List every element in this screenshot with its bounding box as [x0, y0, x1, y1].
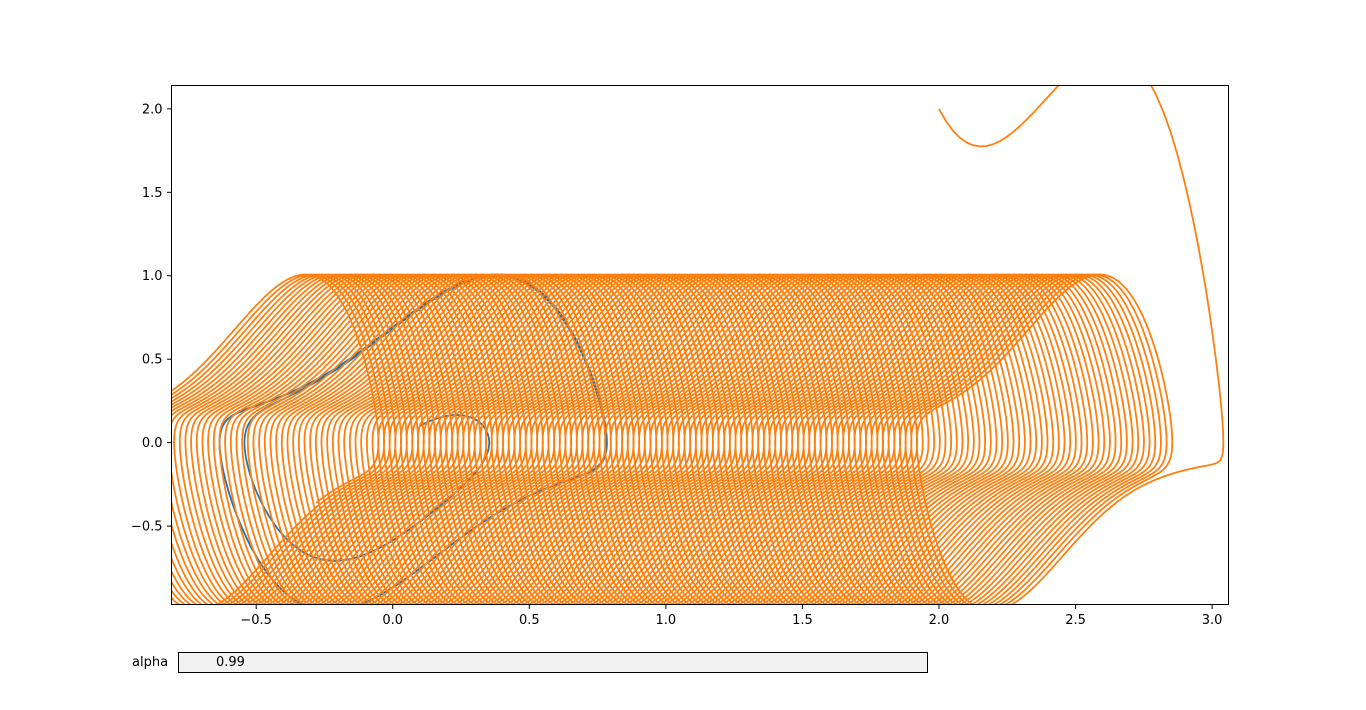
alpha-textbox[interactable]: [178, 652, 928, 673]
x-tick-label: 1.5: [792, 613, 813, 628]
series-line-orange: [171, 85, 1225, 605]
x-tick-label: 1.0: [656, 613, 677, 628]
x-tick-label: 2.0: [929, 613, 950, 628]
y-tick-label: 1.0: [142, 269, 163, 284]
y-tick-label: 1.5: [142, 186, 163, 201]
alpha-label: alpha: [132, 655, 169, 670]
x-tick-label: 2.5: [1065, 613, 1086, 628]
x-axis: −0.5 0.0 0.5 1.0 1.5 2.0 2.5 3.0: [240, 604, 1223, 628]
axes-frame: [171, 85, 1229, 605]
x-tick-label: 3.0: [1202, 613, 1223, 628]
plot-content: [171, 85, 1225, 605]
x-tick-label: −0.5: [240, 613, 272, 628]
y-tick-label: −0.5: [131, 520, 163, 535]
y-tick-label: 0.5: [142, 353, 163, 368]
x-tick-label: 0.0: [382, 613, 403, 628]
y-tick-label: 0.0: [142, 436, 163, 451]
textbox-widget: alpha: [0, 652, 1366, 676]
y-axis: −0.5 0.0 0.5 1.0 1.5 2.0: [131, 102, 172, 535]
y-tick-label: 2.0: [142, 102, 163, 117]
x-tick-label: 0.5: [519, 613, 540, 628]
